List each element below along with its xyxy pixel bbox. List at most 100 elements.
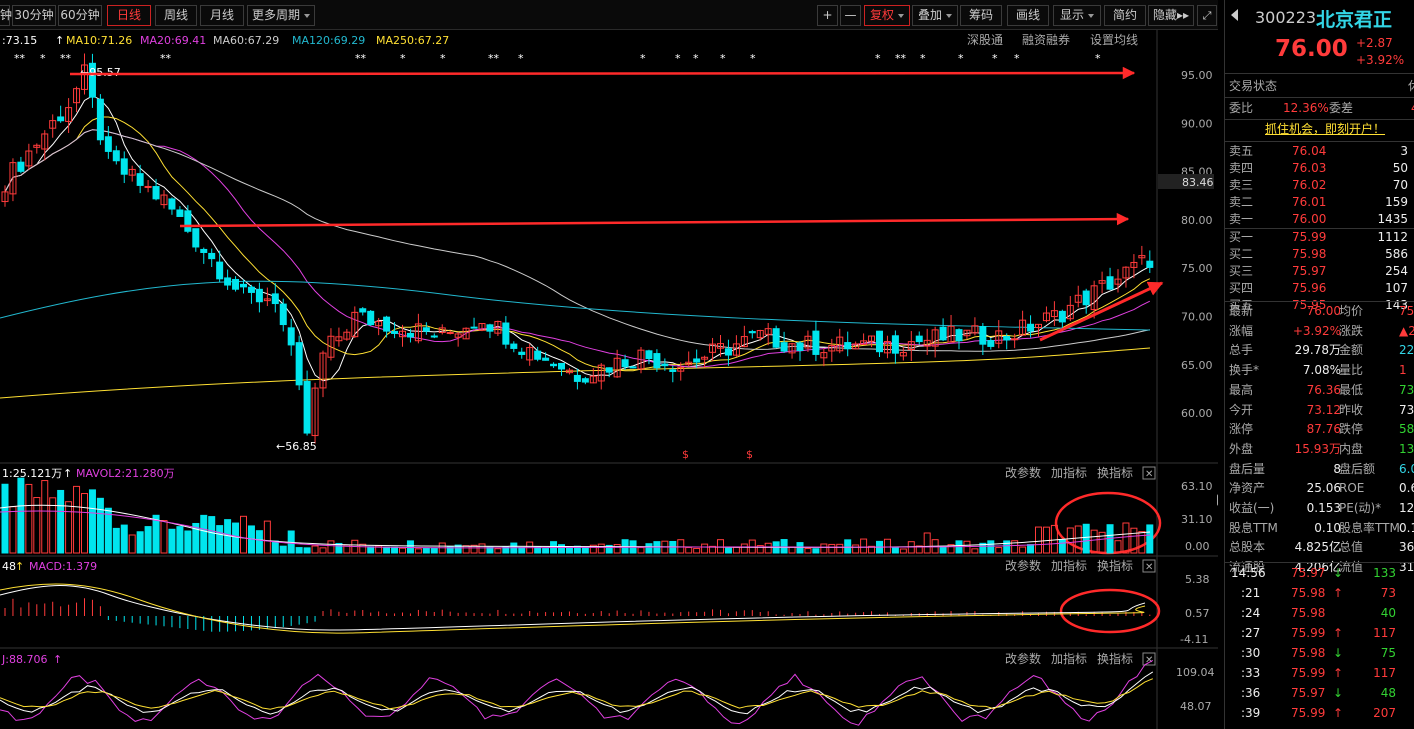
event-star-marker: * (675, 52, 681, 65)
kline-chart-area[interactable]: :73.15 ↑ MA10:71.26 MA20:69.41 MA60:67.2… (0, 30, 1218, 729)
quote-stat-label: 盘后量 (1229, 461, 1266, 476)
vol-arrow-icon: ↑ (63, 467, 72, 480)
bid-row[interactable]: 买一 75.99 1112 (1225, 229, 1414, 246)
candle-up (788, 343, 796, 354)
macd-switch-indicator[interactable]: 换指标 (1097, 558, 1133, 573)
event-star-marker: ** (14, 52, 26, 65)
quote-stat-value: 0.1 (1399, 520, 1414, 535)
period-weekly-button[interactable]: 周线 (155, 5, 197, 26)
fullscreen-icon[interactable]: ⤢ (1197, 5, 1217, 26)
candle-down (17, 161, 25, 172)
candle-down (1146, 260, 1154, 268)
margin-trading-link[interactable]: 融资融券 (1022, 32, 1070, 47)
candle-up (1, 191, 9, 203)
shenzhen-connect-link[interactable]: 深股通 (967, 33, 1003, 47)
ask-row[interactable]: 卖五 76.04 3 (1225, 143, 1414, 160)
period-30min-button[interactable]: 30分钟 (12, 5, 56, 26)
ask-label: 卖二 (1229, 195, 1254, 209)
volume-bar (709, 545, 717, 554)
candle-up (41, 133, 49, 150)
candle-down (200, 248, 208, 253)
vol-close-icon[interactable] (1142, 466, 1156, 480)
quote-stat-value: 76.00 (1306, 304, 1341, 318)
candle-up (565, 369, 573, 374)
more-periods-dropdown[interactable]: 更多周期 (247, 5, 315, 26)
overlay-dropdown[interactable]: 叠加 (912, 5, 958, 26)
volume-bar (303, 547, 311, 554)
candle-down (232, 278, 240, 290)
kdj-add-indicator[interactable]: 加指标 (1051, 651, 1087, 666)
candle-down (558, 362, 565, 370)
volume-bar (637, 547, 645, 554)
chips-button[interactable]: 筹码 (960, 5, 1002, 26)
candle-down (112, 150, 120, 162)
stock-code: 300223 (1255, 8, 1317, 27)
event-star-marker: * (992, 52, 998, 65)
adjust-dropdown[interactable]: 复权 (864, 5, 910, 26)
kdj-axis-label: 109.04 (1176, 666, 1215, 679)
ask-price: 76.04 (1292, 144, 1327, 158)
candle-up (1011, 338, 1019, 341)
macd-histogram (0, 583, 1151, 634)
ask-row[interactable]: 卖二 76.01 159 (1225, 194, 1414, 211)
candle-up (33, 144, 41, 148)
bid-row[interactable]: 买三 75.97 254 (1225, 263, 1414, 280)
zoom-out-button[interactable]: — (840, 5, 861, 26)
ma-settings-link[interactable]: 设置均线 (1090, 33, 1138, 47)
ask-price: 76.03 (1292, 161, 1327, 175)
macd-close-icon[interactable] (1142, 559, 1156, 573)
candle-down (605, 367, 613, 373)
candle-up (1066, 304, 1074, 320)
quote-stat-value: 73 (1399, 382, 1414, 397)
period-60min-button[interactable]: 60分钟 (58, 5, 102, 26)
open-account-ad[interactable]: 抓住机会，即刻开户！ (1265, 122, 1386, 136)
period-daily-button[interactable]: 日线 (107, 5, 151, 26)
macd-edit-params[interactable]: 改参数 (1005, 558, 1041, 573)
draw-button[interactable]: 画线 (1007, 5, 1049, 26)
period-monthly-button[interactable]: 月线 (200, 5, 244, 26)
event-star-marker: ** (160, 52, 172, 65)
quote-stat-value: 366. (1399, 540, 1414, 555)
overlay-label: 叠加 (917, 8, 942, 22)
tick-row: :21 75.98 ↑ 73 (1225, 584, 1414, 603)
quote-stat-value: 124 (1399, 501, 1414, 515)
quote-stat-label: 涨幅 (1229, 323, 1254, 338)
ask-row[interactable]: 卖三 76.02 70 (1225, 177, 1414, 194)
prev-stock-icon[interactable] (1231, 9, 1238, 21)
volume-bar (446, 546, 454, 554)
candle-down (430, 335, 438, 338)
macd-add-indicator[interactable]: 加指标 (1051, 558, 1087, 573)
volume-bar (1003, 540, 1011, 554)
candle-up (1035, 323, 1042, 328)
simple-button[interactable]: 简约 (1104, 5, 1146, 26)
kdj-close-icon[interactable] (1142, 652, 1156, 666)
hide-panel-button[interactable]: 隐藏▸▸ (1148, 5, 1194, 26)
event-star-marker: * (693, 52, 699, 65)
candle-down (724, 348, 732, 356)
ask-row[interactable]: 卖四 76.03 50 (1225, 160, 1414, 177)
bid-row[interactable]: 买二 75.98 586 (1225, 246, 1414, 263)
ask-volume: 3 (1400, 144, 1408, 158)
volume-bar (987, 540, 995, 554)
collapse-right-icon[interactable] (1217, 494, 1218, 506)
candle-up (144, 185, 152, 188)
display-dropdown[interactable]: 显示 (1053, 5, 1101, 26)
candle-down (812, 330, 820, 355)
candle-down (224, 277, 232, 286)
kdj-switch-indicator[interactable]: 换指标 (1097, 651, 1133, 666)
tick-direction-icon: ↑ (1333, 586, 1344, 600)
volume-bar (383, 546, 391, 554)
price-axis-label: 60.00 (1181, 407, 1213, 420)
bid-row[interactable]: 买四 75.96 107 (1225, 280, 1414, 297)
candle-up (327, 335, 335, 358)
zoom-in-button[interactable]: + (817, 5, 838, 26)
volume-bar (208, 516, 216, 554)
candle-down (891, 335, 899, 354)
period-minute-button[interactable]: 钟 (0, 5, 12, 26)
ask-row[interactable]: 卖一 76.00 1435 (1225, 211, 1414, 228)
vol-edit-params[interactable]: 改参数 (1005, 465, 1041, 480)
vol-switch-indicator[interactable]: 换指标 (1097, 465, 1133, 480)
vol-add-indicator[interactable]: 加指标 (1051, 465, 1087, 480)
volume-bar (168, 528, 176, 554)
kdj-edit-params[interactable]: 改参数 (1005, 651, 1041, 666)
